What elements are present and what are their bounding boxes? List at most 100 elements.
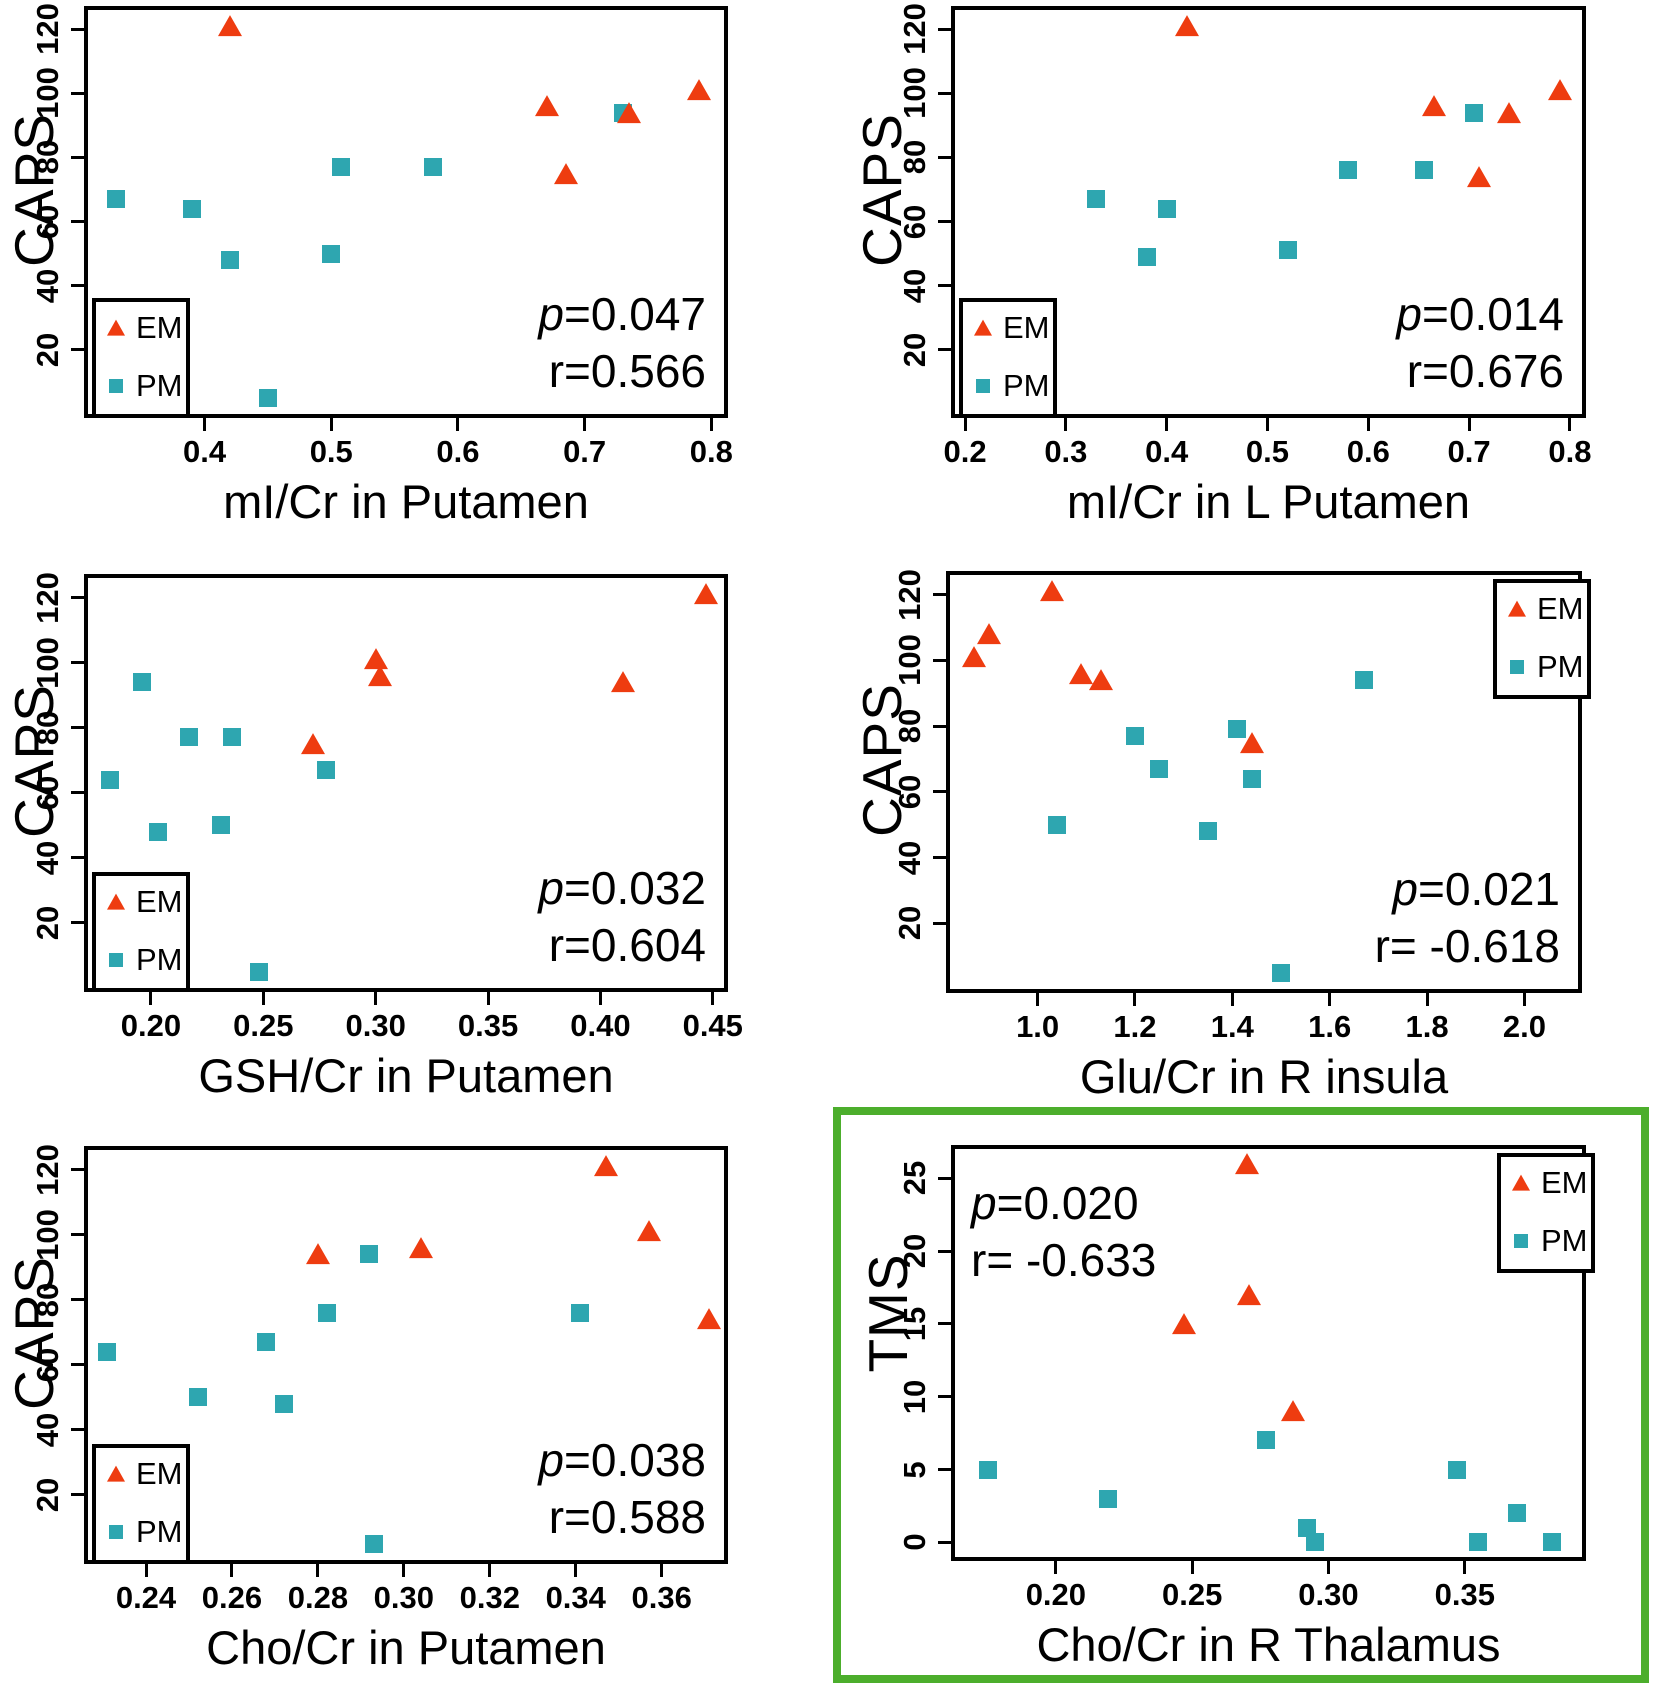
x-axis-title: Glu/Cr in R insula bbox=[1079, 1050, 1449, 1103]
plot-box bbox=[84, 1146, 728, 1564]
y-tick-label: 40 bbox=[30, 840, 65, 876]
y-axis-title: CAPS bbox=[3, 113, 65, 267]
y-tick-label: 120 bbox=[30, 3, 65, 56]
em-data-point bbox=[1237, 1283, 1262, 1305]
x-tick-label: 0.4 bbox=[1145, 434, 1189, 469]
pm-data-point bbox=[1125, 727, 1144, 745]
pm-data-point bbox=[1157, 199, 1176, 218]
y-tick-label: 40 bbox=[30, 268, 65, 303]
y-axis-tick bbox=[71, 596, 84, 600]
y-axis-tick bbox=[71, 1298, 84, 1302]
y-axis-tick bbox=[71, 661, 84, 665]
em-legend-marker-icon bbox=[1512, 1174, 1530, 1191]
pm-legend-marker-icon bbox=[109, 953, 123, 967]
y-tick-label: 100 bbox=[30, 67, 65, 120]
x-axis-tick bbox=[1165, 418, 1169, 431]
em-data-point bbox=[976, 623, 1001, 645]
plot-box bbox=[951, 6, 1586, 418]
em-data-point bbox=[610, 671, 635, 693]
x-tick-label: 0.5 bbox=[1245, 434, 1290, 469]
x-axis-title: mI/Cr in Putamen bbox=[223, 475, 589, 528]
y-axis-title: CAPS bbox=[3, 684, 65, 838]
pm-data-point bbox=[211, 816, 230, 835]
y-axis-tick bbox=[71, 726, 84, 730]
pm-data-point bbox=[317, 760, 336, 779]
pm-data-point bbox=[1305, 1533, 1324, 1552]
x-tick-label: 0.3 bbox=[1044, 434, 1088, 469]
x-tick-label: 1.6 bbox=[1308, 1009, 1352, 1044]
x-tick-label: 0.35 bbox=[457, 1008, 519, 1043]
x-axis-tick bbox=[598, 992, 602, 1005]
em-legend-marker-icon bbox=[974, 319, 992, 336]
pm-legend-marker-icon bbox=[1514, 1234, 1528, 1248]
legend-label-em: EM bbox=[1541, 1165, 1588, 1200]
stats-r-value: r=0.566 bbox=[548, 345, 706, 397]
pm-data-point bbox=[1150, 759, 1169, 778]
x-tick-label: 0.45 bbox=[682, 1008, 743, 1043]
pm-data-point bbox=[101, 770, 120, 789]
pm-data-point bbox=[180, 728, 199, 747]
pm-data-point bbox=[220, 251, 239, 270]
pm-data-point bbox=[1465, 103, 1484, 122]
x-axis-tick bbox=[1425, 993, 1429, 1006]
x-tick-label: 0.30 bbox=[1298, 1577, 1359, 1612]
x-axis-tick bbox=[963, 418, 967, 431]
em-data-point bbox=[1174, 15, 1199, 37]
y-axis-tick bbox=[71, 348, 84, 352]
plot-box bbox=[946, 571, 1582, 993]
x-tick-label: 0.25 bbox=[233, 1008, 294, 1043]
stats-p-value: p=0.014 bbox=[1396, 288, 1564, 340]
x-tick-label: 0.28 bbox=[287, 1580, 349, 1615]
y-axis-tick bbox=[938, 155, 951, 159]
stats-p-value: p=0.021 bbox=[1392, 863, 1560, 915]
pm-data-point bbox=[1137, 247, 1156, 266]
y-axis-title: CAPS bbox=[3, 1256, 65, 1410]
y-axis-tick bbox=[933, 790, 946, 794]
x-tick-label: 0.36 bbox=[631, 1580, 692, 1615]
y-axis-tick bbox=[938, 1176, 951, 1180]
y-axis-tick bbox=[71, 1493, 84, 1497]
x-axis-tick bbox=[1326, 1561, 1330, 1574]
x-axis-tick bbox=[1463, 1561, 1467, 1574]
x-axis-tick bbox=[1328, 993, 1332, 1006]
stats-p-value: p=0.020 bbox=[971, 1177, 1139, 1229]
em-data-point bbox=[534, 95, 559, 117]
pm-legend-marker-icon bbox=[976, 379, 990, 393]
pm-data-point bbox=[1297, 1518, 1316, 1537]
x-tick-label: 0.7 bbox=[563, 434, 607, 469]
stats-annotation: p=0.020 r= -0.633 bbox=[971, 1175, 1156, 1289]
em-data-point bbox=[300, 733, 325, 755]
y-tick-label: 40 bbox=[892, 840, 927, 875]
x-tick-label: 0.8 bbox=[1548, 434, 1592, 469]
pm-data-point bbox=[364, 1534, 383, 1553]
legend-label-em: EM bbox=[136, 884, 183, 919]
x-tick-label: 0.20 bbox=[1025, 1577, 1087, 1612]
em-legend-marker-icon bbox=[107, 1465, 125, 1482]
y-axis-tick bbox=[938, 348, 951, 352]
legend-label-pm: PM bbox=[1537, 649, 1584, 684]
x-tick-label: 0.4 bbox=[182, 434, 227, 469]
y-tick-label: 120 bbox=[892, 568, 927, 621]
stats-r-value: r=0.588 bbox=[548, 1491, 706, 1543]
y-tick-label: 20 bbox=[30, 332, 65, 368]
pm-data-point bbox=[1469, 1533, 1488, 1552]
x-axis-tick bbox=[1054, 1561, 1058, 1574]
stats-p-value: p=0.047 bbox=[538, 288, 706, 340]
x-axis-tick bbox=[709, 418, 713, 431]
y-axis-tick bbox=[71, 856, 84, 860]
em-data-point bbox=[1234, 1152, 1259, 1174]
stats-annotation: p=0.014 r=0.676 bbox=[1396, 286, 1564, 400]
x-tick-label: 1.4 bbox=[1210, 1009, 1254, 1044]
em-data-point bbox=[1088, 669, 1113, 691]
pm-legend-marker-icon bbox=[109, 1525, 123, 1539]
x-tick-label: 0.30 bbox=[345, 1008, 406, 1043]
y-axis-tick bbox=[938, 1540, 951, 1544]
pm-data-point bbox=[360, 1245, 379, 1264]
x-axis-tick bbox=[1230, 993, 1234, 1006]
x-tick-label: 0.20 bbox=[120, 1008, 182, 1043]
x-axis-tick bbox=[203, 418, 207, 431]
x-axis-tick bbox=[1366, 418, 1370, 431]
pm-data-point bbox=[222, 728, 241, 747]
pm-data-point bbox=[1543, 1533, 1561, 1552]
y-axis-title: CAPS bbox=[851, 113, 913, 267]
